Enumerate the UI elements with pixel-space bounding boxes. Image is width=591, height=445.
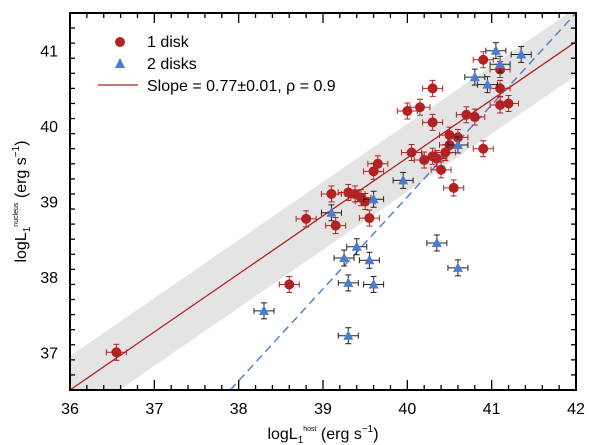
one-disk-point-2 xyxy=(295,210,317,228)
two-disk-point-14 xyxy=(476,76,498,94)
two-disk-trend-line xyxy=(229,13,576,390)
two-disk-point-16 xyxy=(489,55,511,73)
legend-fit-label: Slope = 0.77±0.01, ρ = 0.9 xyxy=(147,78,336,95)
one-disk-point-0 xyxy=(105,343,127,361)
one-disk-point-13 xyxy=(401,143,423,161)
y-tick-label-3: 40 xyxy=(40,119,58,136)
two-disk-point-9 xyxy=(392,171,414,189)
one-disk-point-26 xyxy=(464,108,486,126)
two-disk-point-7 xyxy=(363,275,385,293)
x-tick-label-5: 41 xyxy=(483,401,501,418)
one-disk-point-12 xyxy=(396,102,418,120)
legend-one-disk-marker xyxy=(115,37,125,47)
y-tick-label-4: 41 xyxy=(40,44,58,61)
two-disk-point-15 xyxy=(485,42,507,60)
two-disk-point-10 xyxy=(426,234,448,252)
y-tick-label-1: 38 xyxy=(40,270,58,287)
one-disk-point-20 xyxy=(422,113,444,131)
one-disk-point-27 xyxy=(472,51,494,69)
one-disk-point-9 xyxy=(358,209,380,227)
x-tick-label-1: 37 xyxy=(145,401,163,418)
y-tick-label-2: 39 xyxy=(40,195,58,212)
y-axis-label: logL1nucleus (erg s−1) xyxy=(11,140,33,262)
x-tick-label-2: 38 xyxy=(230,401,248,418)
axes: 36 37 38 39 40 41 42 37 38 39 40 41 xyxy=(40,12,585,418)
two-disk-point-6 xyxy=(358,251,380,269)
legend: 1 disk 2 disks Slope = 0.77±0.01, ρ = 0.9 xyxy=(98,34,336,95)
two-disk-point-2 xyxy=(333,249,355,267)
legend-one-disk-label: 1 disk xyxy=(147,34,190,51)
two-disk-point-4 xyxy=(337,327,359,345)
x-tick-label-0: 36 xyxy=(61,401,79,418)
one-disk-point-14 xyxy=(409,98,431,116)
one-disk-point-33 xyxy=(443,179,465,197)
x-tick-label-6: 42 xyxy=(567,401,585,418)
legend-two-disk-marker xyxy=(115,58,125,68)
one-disk-point-19 xyxy=(430,161,452,179)
two-disk-point-5 xyxy=(346,238,368,256)
two-disk-point-11 xyxy=(447,259,469,277)
x-tick-label-4: 40 xyxy=(398,401,416,418)
two-disk-point-8 xyxy=(363,190,385,208)
scatter-band xyxy=(70,13,576,390)
data-points xyxy=(105,42,532,361)
x-axis-label: logL1host (erg s−1) xyxy=(267,424,378,445)
two-disk-point-1 xyxy=(320,204,342,222)
axis-labels: logL1host (erg s−1) logL1nucleus (erg s−1… xyxy=(11,140,379,445)
legend-two-disk-label: 2 disks xyxy=(147,56,197,73)
fit-lines xyxy=(70,13,576,390)
one-disk-point-17 xyxy=(422,79,444,97)
confidence-band xyxy=(70,13,576,390)
two-disk-point-0 xyxy=(253,302,275,320)
two-disk-point-13 xyxy=(464,68,486,86)
two-disk-point-12 xyxy=(447,136,469,154)
two-disk-point-17 xyxy=(510,45,532,63)
y-tick-label-0: 37 xyxy=(40,345,58,362)
fit-line xyxy=(70,41,576,390)
one-disk-point-1 xyxy=(278,275,300,293)
x-tick-label-3: 39 xyxy=(314,401,332,418)
one-disk-point-4 xyxy=(325,217,347,235)
one-disk-point-8 xyxy=(354,193,376,210)
one-disk-point-32 xyxy=(472,140,494,158)
two-disk-point-3 xyxy=(337,274,359,292)
one-disk-point-31 xyxy=(498,94,520,112)
one-disk-point-11 xyxy=(367,155,389,173)
